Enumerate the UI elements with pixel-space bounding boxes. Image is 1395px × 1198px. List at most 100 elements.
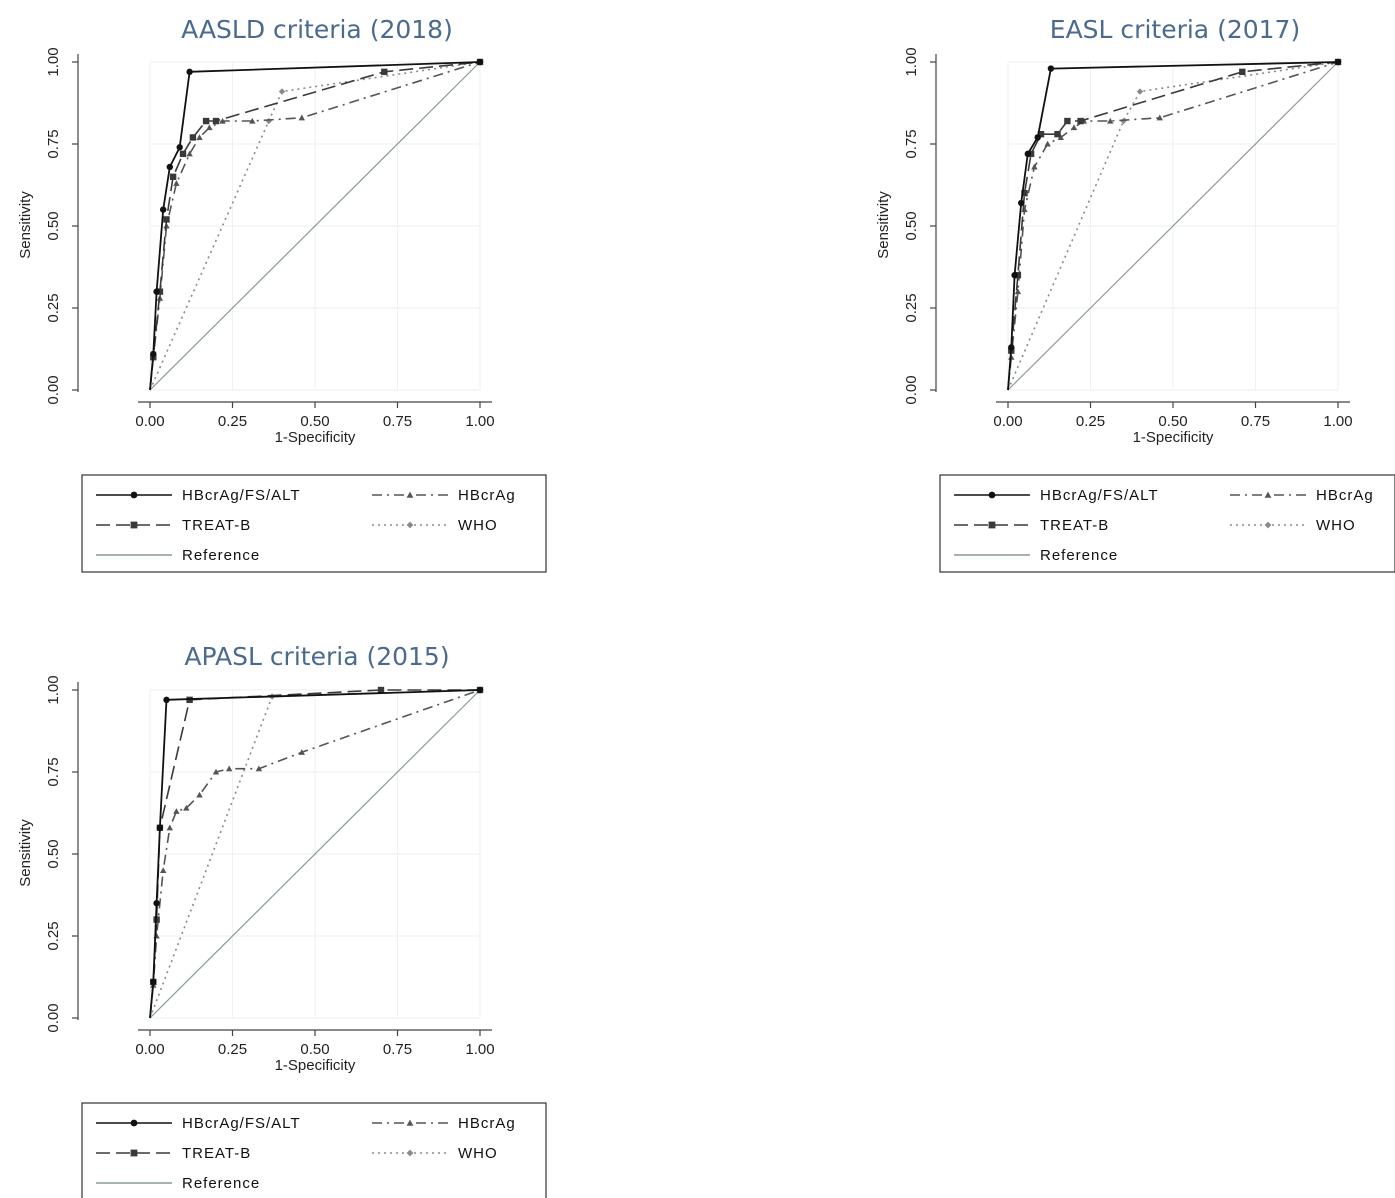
- series-line-treat-b: [1007, 61, 1339, 391]
- data-point-treat-b: [169, 173, 177, 180]
- data-point-hbcrag-fs-alt: [163, 696, 170, 704]
- legend-label: HBcrAg: [458, 1115, 516, 1132]
- legend-label: HBcrAg: [458, 487, 516, 504]
- legend-box: [81, 474, 547, 573]
- legend-label: Reference: [182, 547, 260, 564]
- data-point-hbcrag: [1021, 206, 1028, 213]
- legend-marker: [406, 521, 414, 529]
- data-point-hbcrag: [226, 765, 233, 772]
- data-point-hbcrag: [196, 791, 203, 798]
- data-point-hbcrag-fs-alt: [1024, 150, 1032, 158]
- y-tick-label: 0.50: [903, 211, 920, 240]
- data-point-hbcrag: [1156, 114, 1163, 121]
- legend-marker: [130, 521, 138, 529]
- data-point-who: [1136, 88, 1144, 95]
- data-point-treat-b: [1027, 150, 1035, 158]
- y-tick-label: 0.50: [45, 839, 62, 868]
- legend-marker: [130, 1149, 138, 1157]
- data-point-hbcrag: [1107, 117, 1114, 124]
- y-tick-label: 1.00: [45, 47, 62, 76]
- legend-box: [939, 474, 1395, 573]
- data-point-treat-b: [163, 216, 170, 223]
- data-point-hbcrag: [166, 824, 173, 831]
- data-point-hbcrag-fs-alt: [476, 58, 484, 66]
- y-tick-label: 0.75: [45, 129, 62, 158]
- x-tick-label: 1.00: [465, 413, 494, 430]
- legend-marker: [1264, 521, 1272, 529]
- legend-box: [81, 1102, 547, 1198]
- data-point-treat-b: [212, 117, 220, 125]
- data-point-hbcrag-fs-alt: [1018, 199, 1025, 207]
- data-point-hbcrag: [1070, 124, 1078, 131]
- legend-label: TREAT-B: [182, 1145, 251, 1162]
- data-point-hbcrag-fs-alt: [1034, 134, 1041, 141]
- data-point-treat-b: [381, 68, 388, 76]
- data-point-treat-b: [202, 117, 210, 125]
- legend: HBcrAg/FS/ALT HBcrAg TREAT-B WHO Reference: [81, 1102, 547, 1198]
- y-tick-label: 0.75: [45, 757, 62, 786]
- data-point-hbcrag: [255, 765, 263, 772]
- data-point-hbcrag-fs-alt: [1011, 272, 1018, 279]
- data-point-treat-b: [377, 686, 385, 694]
- y-tick-label: 0.00: [903, 375, 920, 404]
- y-tick-label: 0.00: [45, 375, 62, 404]
- data-point-treat-b: [1021, 190, 1028, 197]
- legend-label: HBcrAg: [1316, 487, 1374, 504]
- legend-label: WHO: [1316, 517, 1356, 534]
- data-point-hbcrag-fs-alt: [156, 824, 164, 831]
- y-tick-label: 1.00: [45, 675, 62, 704]
- x-tick-label: 0.75: [383, 413, 412, 430]
- data-point-treat-b: [189, 134, 197, 141]
- data-point-treat-b: [1077, 117, 1084, 125]
- series-line-reference: [149, 689, 481, 1019]
- x-tick-label: 0.75: [1241, 413, 1270, 430]
- series-line-who: [149, 61, 481, 391]
- data-point-hbcrag: [1014, 288, 1022, 295]
- data-point-hbcrag: [206, 124, 213, 131]
- legend-label: TREAT-B: [182, 517, 251, 534]
- y-axis-label: Sensitivity: [875, 191, 892, 259]
- data-point-hbcrag: [1044, 140, 1051, 147]
- series-line-hbcrag: [1007, 61, 1339, 391]
- chart-title: AASLD criteria (2018): [181, 15, 453, 44]
- x-tick-label: 1.00: [465, 1041, 494, 1058]
- data-point-hbcrag-fs-alt: [1008, 344, 1015, 351]
- chart-title: EASL criteria (2017): [1050, 15, 1300, 44]
- x-axis-label: 1-Specificity: [275, 429, 356, 446]
- chart-panel: APASL criteria (2015) 0.00 0.25 0.50 0.75 1.0…: [17, 642, 547, 1198]
- data-point-hbcrag: [1057, 134, 1064, 140]
- data-point-hbcrag-fs-alt: [186, 68, 193, 76]
- y-axis-label: Sensitivity: [17, 191, 34, 259]
- series-line-hbcrag-fs-alt: [149, 689, 481, 1019]
- y-axis-label: Sensitivity: [17, 819, 34, 887]
- data-point-hbcrag: [160, 867, 167, 873]
- x-tick-label: 0.00: [135, 1041, 164, 1058]
- y-tick-label: 0.00: [45, 1003, 62, 1032]
- y-tick-label: 0.75: [903, 129, 920, 158]
- legend-label: HBcrAg/FS/ALT: [1040, 487, 1159, 504]
- data-point-hbcrag: [298, 114, 305, 121]
- data-point-hbcrag: [219, 117, 226, 124]
- series-line-hbcrag-fs-alt: [149, 61, 481, 391]
- data-point-hbcrag-fs-alt: [166, 163, 173, 171]
- data-point-treat-b: [1037, 130, 1045, 138]
- chart-panel: EASL criteria (2017) 0.00 0.25 0.50 0.75 1.00…: [875, 15, 1395, 573]
- y-tick-label: 0.25: [45, 921, 62, 950]
- legend-label: Reference: [1040, 547, 1118, 564]
- data-point-hbcrag-fs-alt: [1334, 58, 1342, 66]
- legend-label: WHO: [458, 1145, 498, 1162]
- data-point-hbcrag: [1031, 163, 1038, 170]
- data-point-hbcrag: [173, 180, 180, 186]
- legend: HBcrAg/FS/ALT HBcrAg TREAT-B WHO Reference: [939, 474, 1395, 573]
- x-axis-label: 1-Specificity: [1133, 429, 1214, 446]
- legend-marker: [988, 521, 996, 529]
- data-point-hbcrag-fs-alt: [160, 206, 167, 213]
- data-point-hbcrag-fs-alt: [153, 288, 160, 295]
- data-point-hbcrag-fs-alt: [150, 350, 157, 358]
- data-point-treat-b: [179, 150, 187, 158]
- data-point-treat-b: [1014, 272, 1022, 279]
- y-tick-label: 0.50: [45, 211, 62, 240]
- legend: HBcrAg/FS/ALT HBcrAg TREAT-B WHO Reference: [81, 474, 547, 573]
- series-line-hbcrag-fs-alt: [1007, 61, 1339, 391]
- x-tick-label: 0.25: [218, 1041, 247, 1058]
